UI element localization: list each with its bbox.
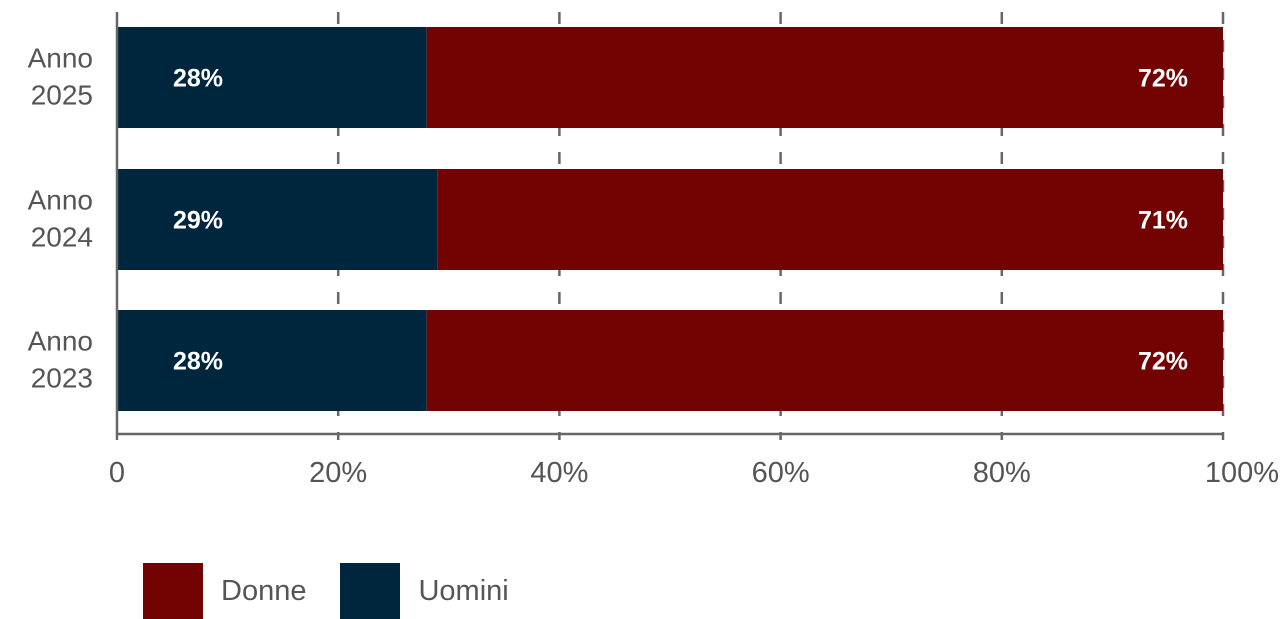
category-label-line: 2023 — [31, 363, 93, 394]
legend: Donne Uomini — [143, 563, 543, 619]
data-label-donne-0: 72% — [1138, 65, 1188, 93]
category-label-line: Anno — [28, 326, 93, 357]
data-label-donne-2: 72% — [1138, 348, 1188, 376]
legend-label-uomini: Uomini — [418, 574, 509, 607]
data-label-uomini-1: 29% — [173, 207, 223, 235]
legend-label-donne: Donne — [221, 574, 307, 607]
x-tick-label-1: 20% — [309, 457, 367, 489]
legend-item-uomini: Uomini — [340, 563, 509, 619]
x-tick-label-2: 40% — [530, 457, 588, 489]
category-label-2: Anno 2023 — [28, 326, 93, 394]
category-label-line: 2024 — [31, 222, 93, 253]
bar-uomini-1 — [117, 169, 438, 270]
category-label-line: 2025 — [31, 80, 93, 111]
bar-uomini-0 — [117, 27, 427, 128]
stacked-bar-chart: 28% 72% 29% 71% 28% 72% 0 20% 40% 60% 80% 100% Anno 2… — [28, 12, 1279, 489]
bar-uomini-2 — [117, 310, 427, 411]
category-label-line: Anno — [28, 185, 93, 216]
category-label-1: Anno 2024 — [28, 185, 93, 253]
x-tick-label-5: 100% — [1205, 457, 1279, 489]
x-tick-label-4: 80% — [973, 457, 1031, 489]
data-label-donne-1: 71% — [1138, 207, 1188, 235]
bar-donne-2 — [426, 310, 1223, 411]
x-tick-label-3: 60% — [752, 457, 810, 489]
legend-swatch-donne — [143, 563, 203, 619]
x-tick-label-0: 0 — [109, 457, 125, 489]
bar-donne-0 — [426, 27, 1223, 128]
data-label-uomini-2: 28% — [173, 348, 223, 376]
legend-item-donne: Donne — [143, 563, 306, 619]
bar-donne-1 — [437, 169, 1223, 270]
legend-swatch-uomini — [340, 563, 401, 619]
category-label-line: Anno — [28, 43, 93, 74]
data-label-uomini-0: 28% — [173, 65, 223, 93]
category-label-0: Anno 2025 — [28, 43, 93, 111]
